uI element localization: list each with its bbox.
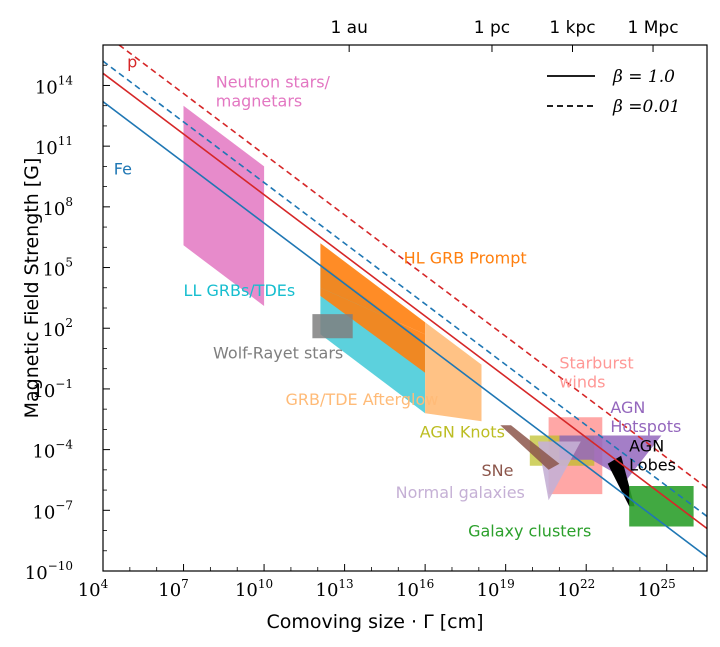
x-tick-label: 107 — [158, 577, 189, 601]
top-tick-label: 1 au — [330, 18, 367, 38]
annotation-grb-tde-afterglow: GRB/TDE Afterglow — [286, 390, 439, 409]
region-wolf-rayet-stars — [312, 314, 353, 339]
x-tick-label: 1016 — [396, 577, 434, 601]
annotation-normal-galaxies: Normal galaxies — [396, 483, 525, 502]
line-p-0-01 — [117, 45, 707, 489]
annotation-wolf-rayet-stars: Wolf-Rayet stars — [213, 344, 343, 363]
annotation-ll-grbs-tdes: LL GRBs/TDEs — [184, 281, 296, 300]
legend-label: β =0.01 — [612, 97, 680, 117]
annotation-agn-hotspots: AGN Hotspots — [610, 398, 681, 436]
x-tick-label: 1013 — [316, 577, 354, 601]
y-tick-label: 1011 — [35, 134, 73, 159]
y-tick-label: 10−4 — [32, 438, 73, 463]
y-tick-label: 1014 — [35, 73, 74, 98]
annotation-sne: SNe — [482, 461, 514, 480]
top-tick-label: 1 Mpc — [628, 18, 679, 38]
annotation-hl-grb-prompt: HL GRB Prompt — [404, 248, 527, 267]
x-axis-title: Comoving size · Γ [cm] — [266, 611, 483, 633]
line-fe-0-01 — [103, 60, 707, 518]
y-tick-label: 10−7 — [32, 498, 73, 523]
annotation-agn-knots: AGN Knots — [420, 422, 505, 441]
y-tick-label: 10−10 — [25, 559, 73, 584]
top-tick-label: 1 pc — [474, 18, 510, 38]
y-tick-label: 102 — [42, 316, 73, 341]
line-p-1-0 — [103, 72, 707, 530]
region-hl-grb-prompt-upper — [320, 243, 426, 335]
x-tick-label: 1025 — [638, 577, 676, 601]
annotation-galaxy-clusters: Galaxy clusters — [468, 522, 591, 541]
y-tick-label: 105 — [42, 256, 73, 281]
top-tick-label: 1 kpc — [549, 18, 595, 38]
region-agn-lobes — [607, 455, 635, 507]
line-fe-1-0 — [103, 101, 707, 558]
plot-area — [103, 45, 707, 558]
region-grb-tde-afterglow — [425, 322, 482, 422]
x-tick-label: 104 — [78, 577, 109, 601]
x-tick-label: 1010 — [235, 577, 273, 601]
y-tick-label: 108 — [42, 195, 73, 220]
line-label: p — [127, 52, 137, 71]
annotation-starburst-winds: Starburst winds — [559, 354, 633, 392]
region-sne — [500, 425, 560, 470]
annotation-neutron-stars-magnetars: Neutron stars/magnetars — [216, 72, 331, 110]
x-tick-label: 1022 — [557, 577, 595, 601]
region-agn-hotspots — [559, 435, 662, 480]
annotation-agn-lobes: AGN Lobes — [629, 437, 676, 475]
x-tick-label: 1019 — [477, 577, 515, 601]
y-axis-title: Magnetic Field Strength [G] — [21, 158, 43, 419]
region-hl-grb-prompt — [320, 287, 426, 373]
legend-label: β = 1.0 — [612, 67, 675, 87]
region-galaxy-clusters — [629, 486, 694, 527]
region-neutron-stars-magnetars — [183, 105, 265, 306]
line-label: Fe — [114, 159, 132, 178]
